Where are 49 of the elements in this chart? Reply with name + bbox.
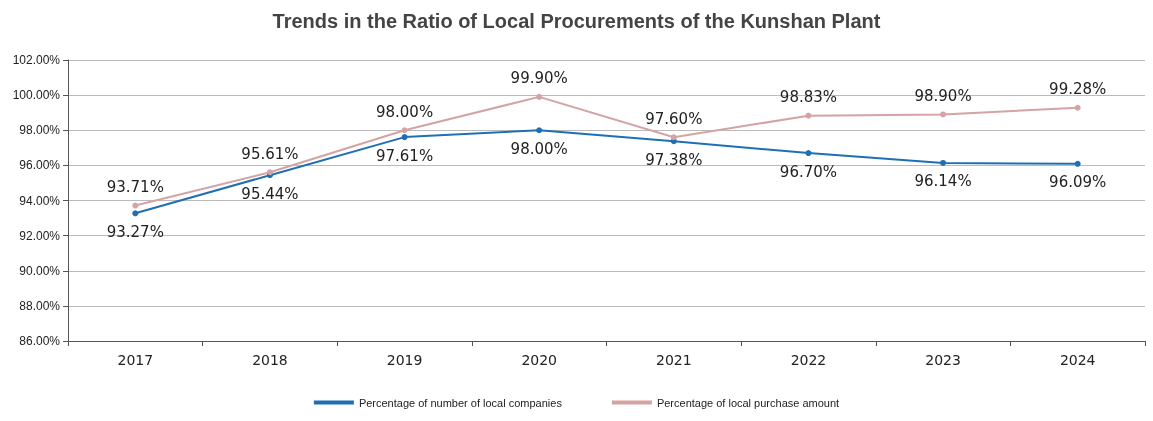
point	[805, 150, 812, 157]
data-label: 98.90%	[914, 86, 972, 105]
data-label: 97.60%	[645, 109, 703, 128]
y-tick-label: 98.00%	[19, 123, 61, 138]
x-tick-label: 2021	[655, 352, 692, 368]
x-tick-label: 2024	[1059, 352, 1096, 368]
point	[940, 159, 947, 166]
data-label: 97.61%	[375, 146, 434, 165]
data-label: 99.90%	[510, 69, 568, 88]
data-label: 96.14%	[914, 172, 972, 191]
data-label: 96.70%	[779, 162, 838, 181]
data-label: 99.28%	[1049, 80, 1107, 99]
x-tick-label: 2023	[925, 352, 961, 368]
point	[401, 127, 408, 134]
point	[401, 134, 408, 141]
x-tick-label: 2018	[252, 352, 288, 368]
y-tick-label: 90.00%	[19, 263, 61, 278]
point	[805, 112, 812, 119]
data-label: 98.83%	[779, 88, 838, 107]
data-label: 98.00%	[510, 139, 568, 158]
y-tick-label: 102.00%	[12, 53, 61, 67]
point	[1074, 160, 1081, 167]
point	[670, 134, 677, 141]
data-label: 96.09%	[1049, 173, 1107, 192]
legend-label: Percentage of local purchase amount	[656, 396, 840, 409]
y-tick-label: 92.00%	[19, 228, 61, 243]
x-tick-label: 2020	[521, 352, 558, 368]
y-tick-label: 96.00%	[19, 158, 61, 173]
data-label: 93.27%	[106, 222, 164, 241]
point	[536, 127, 543, 134]
point	[132, 210, 139, 217]
data-label: 98.00%	[375, 102, 434, 121]
point	[940, 111, 947, 118]
y-tick-label: 88.00%	[19, 298, 61, 313]
y-tick-label: 94.00%	[19, 193, 61, 208]
x-tick-label: 2019	[386, 352, 423, 368]
point	[536, 93, 543, 100]
data-label: 95.44%	[241, 184, 299, 203]
x-tick-label: 2022	[790, 352, 827, 368]
y-tick-label: 86.00%	[19, 334, 61, 348]
data-label: 95.61%	[241, 144, 299, 163]
x-tick-label: 2017	[117, 352, 154, 368]
point	[1074, 104, 1081, 111]
chart-title: Trends in the Ratio of Local Procurements of the Kunshan Plant	[272, 10, 881, 32]
point	[132, 202, 139, 209]
data-label: 97.38%	[645, 150, 703, 169]
data-label: 93.71%	[106, 178, 164, 197]
legend-label: Percentage of number of local companies	[358, 396, 563, 409]
y-tick-label: 100.00%	[12, 88, 61, 103]
